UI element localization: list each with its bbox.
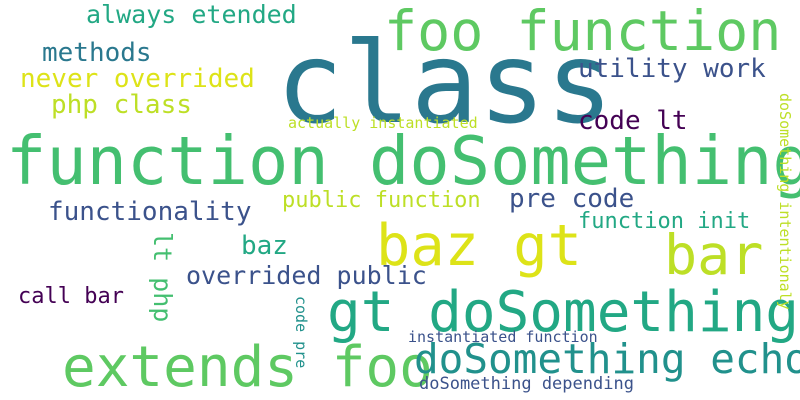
word-dosomething-echo: doSomething echo (414, 335, 800, 383)
word-extends-foo: extends foo (62, 335, 433, 400)
word-dosomething-depending: doSomething depending (419, 374, 634, 394)
word-methods: methods (42, 38, 152, 68)
word-code-pre: code pre (292, 296, 310, 369)
word-class: class (276, 19, 614, 149)
word-baz: baz (241, 231, 288, 261)
word-php-class: php class (51, 90, 192, 120)
word-function-init: function init (578, 209, 751, 234)
word-gt-dosomething: gt doSomething (327, 280, 800, 345)
word-code-lt: code lt (578, 106, 688, 136)
word-always-etended: always etended (86, 0, 297, 29)
word-pre-code: pre code (509, 184, 635, 214)
word-overrided-public: overrided public (186, 261, 427, 290)
word-call-bar: call bar (18, 284, 124, 309)
word-functionality: functionality (48, 197, 252, 227)
word-baz-gt: baz gt (376, 213, 582, 279)
word-never-overrided: never overrided (20, 64, 255, 94)
word-function-dosomething: function doSomething (6, 122, 800, 200)
word-bar: bar (664, 223, 764, 287)
word-foo-function: foo function (384, 0, 782, 63)
word-public-function: public function (282, 188, 481, 213)
word-instantiated-function: instantiated function (408, 328, 598, 346)
word-lt-php: lt php (148, 232, 177, 323)
word-actually-instantiated: actually instantiated (288, 114, 478, 132)
word-dosomething-intentionaly: doSomething intentionaly (776, 93, 794, 310)
word-utility-work: utility work (578, 54, 766, 84)
